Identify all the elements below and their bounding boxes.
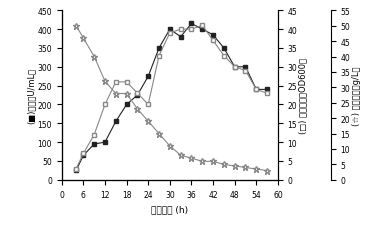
- Y-axis label: (□) 细胞浓度（OD600）: (□) 细胞浓度（OD600）: [299, 58, 308, 133]
- Y-axis label: (■)酶活（U/mL）: (■)酶活（U/mL）: [27, 68, 36, 124]
- X-axis label: 培养时间 (h): 培养时间 (h): [151, 204, 188, 213]
- Y-axis label: (☆) 果糖含量（g/L）: (☆) 果糖含量（g/L）: [352, 66, 361, 125]
